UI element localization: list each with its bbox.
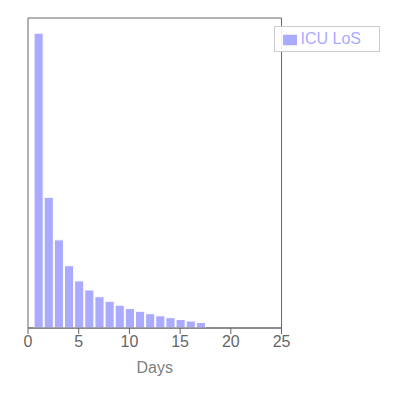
svg-text:20: 20	[222, 333, 240, 350]
html-text:ICU LoS: ICU LoS	[300, 30, 361, 47]
svg-text:Days: Days	[137, 359, 173, 376]
svg-text:10: 10	[121, 333, 139, 350]
svg-text:25: 25	[273, 333, 291, 350]
svg-text:0: 0	[24, 333, 33, 350]
svg-text:5: 5	[74, 333, 83, 350]
svg-text:15: 15	[171, 333, 189, 350]
